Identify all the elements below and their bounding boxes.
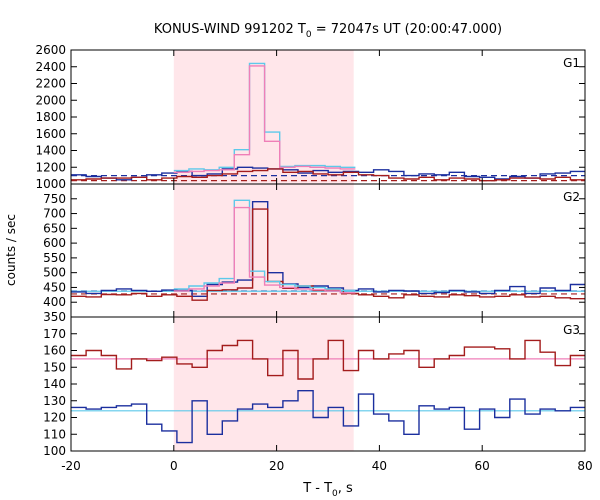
panel-label: G2 — [563, 190, 580, 204]
series-blue-2 — [71, 390, 585, 444]
y-tick-label: 1800 — [35, 110, 66, 124]
series-blue-1 — [71, 201, 585, 297]
y-tick-label: 550 — [43, 251, 66, 265]
x-tick-label: 40 — [372, 459, 387, 473]
panel-label: G1 — [563, 56, 580, 70]
x-tick-label: 20 — [269, 459, 284, 473]
y-tick-label: 600 — [43, 236, 66, 250]
x-tick-label: -20 — [61, 459, 81, 473]
y-tick-label: 650 — [43, 221, 66, 235]
x-axis-label: T - T0, s — [302, 481, 353, 499]
panel-data — [71, 339, 585, 444]
x-tick-label: 80 — [577, 459, 592, 473]
chart-title: KONUS-WIND 991202 T0 = 72047s UT (20:00:… — [154, 22, 502, 40]
series-blue-1 — [71, 166, 585, 181]
y-tick-label: 2200 — [35, 77, 66, 91]
y-tick-label: 2600 — [35, 43, 66, 57]
x-tick-label: 60 — [475, 459, 490, 473]
y-tick-label: 140 — [43, 377, 66, 391]
y-tick-label: 700 — [43, 207, 66, 221]
y-tick-label: 150 — [43, 360, 66, 374]
y-axis-label: counts / sec — [4, 214, 18, 286]
y-tick-label: 1400 — [35, 144, 66, 158]
y-tick-label: 2000 — [35, 93, 66, 107]
y-tick-label: 750 — [43, 192, 66, 206]
burst-interval-shade — [173, 50, 354, 451]
panel-data — [71, 199, 585, 301]
y-tick-label: 130 — [43, 394, 66, 408]
y-tick-label: 100 — [43, 444, 66, 458]
panel-g1: 1000 1200 1400 1600 1800 2000 2200 2400 2600 G1 — [35, 43, 586, 191]
panel-data — [71, 62, 585, 182]
series-pink-4 — [173, 206, 356, 294]
panel-label: G3 — [563, 323, 580, 337]
y-tick-label: 350 — [43, 310, 66, 324]
y-tick-label: 2400 — [35, 60, 66, 74]
y-tick-label: 120 — [43, 411, 66, 425]
panel-g3: 100 110 120 130 140 150 160 170 G3 — [43, 316, 586, 458]
y-tick-label: 160 — [43, 344, 66, 358]
x-tick-label: 0 — [170, 459, 178, 473]
y-tick-label: 450 — [43, 280, 66, 294]
series-pink-4 — [173, 65, 356, 173]
series-cyan-3 — [173, 62, 356, 172]
y-tick-label: 1200 — [35, 160, 66, 174]
series-cyan-3 — [173, 199, 356, 292]
series-red-2 — [71, 168, 585, 182]
y-tick-label: 110 — [43, 427, 66, 441]
series-red-1 — [71, 339, 585, 380]
y-tick-label: 1600 — [35, 127, 66, 141]
y-tick-label: 1000 — [35, 177, 66, 191]
y-tick-label: 400 — [43, 295, 66, 309]
plot-area: 100012001400160018002000220024002600G135… — [35, 43, 592, 473]
y-tick-label: 170 — [43, 327, 66, 341]
y-tick-label: 500 — [43, 266, 66, 280]
